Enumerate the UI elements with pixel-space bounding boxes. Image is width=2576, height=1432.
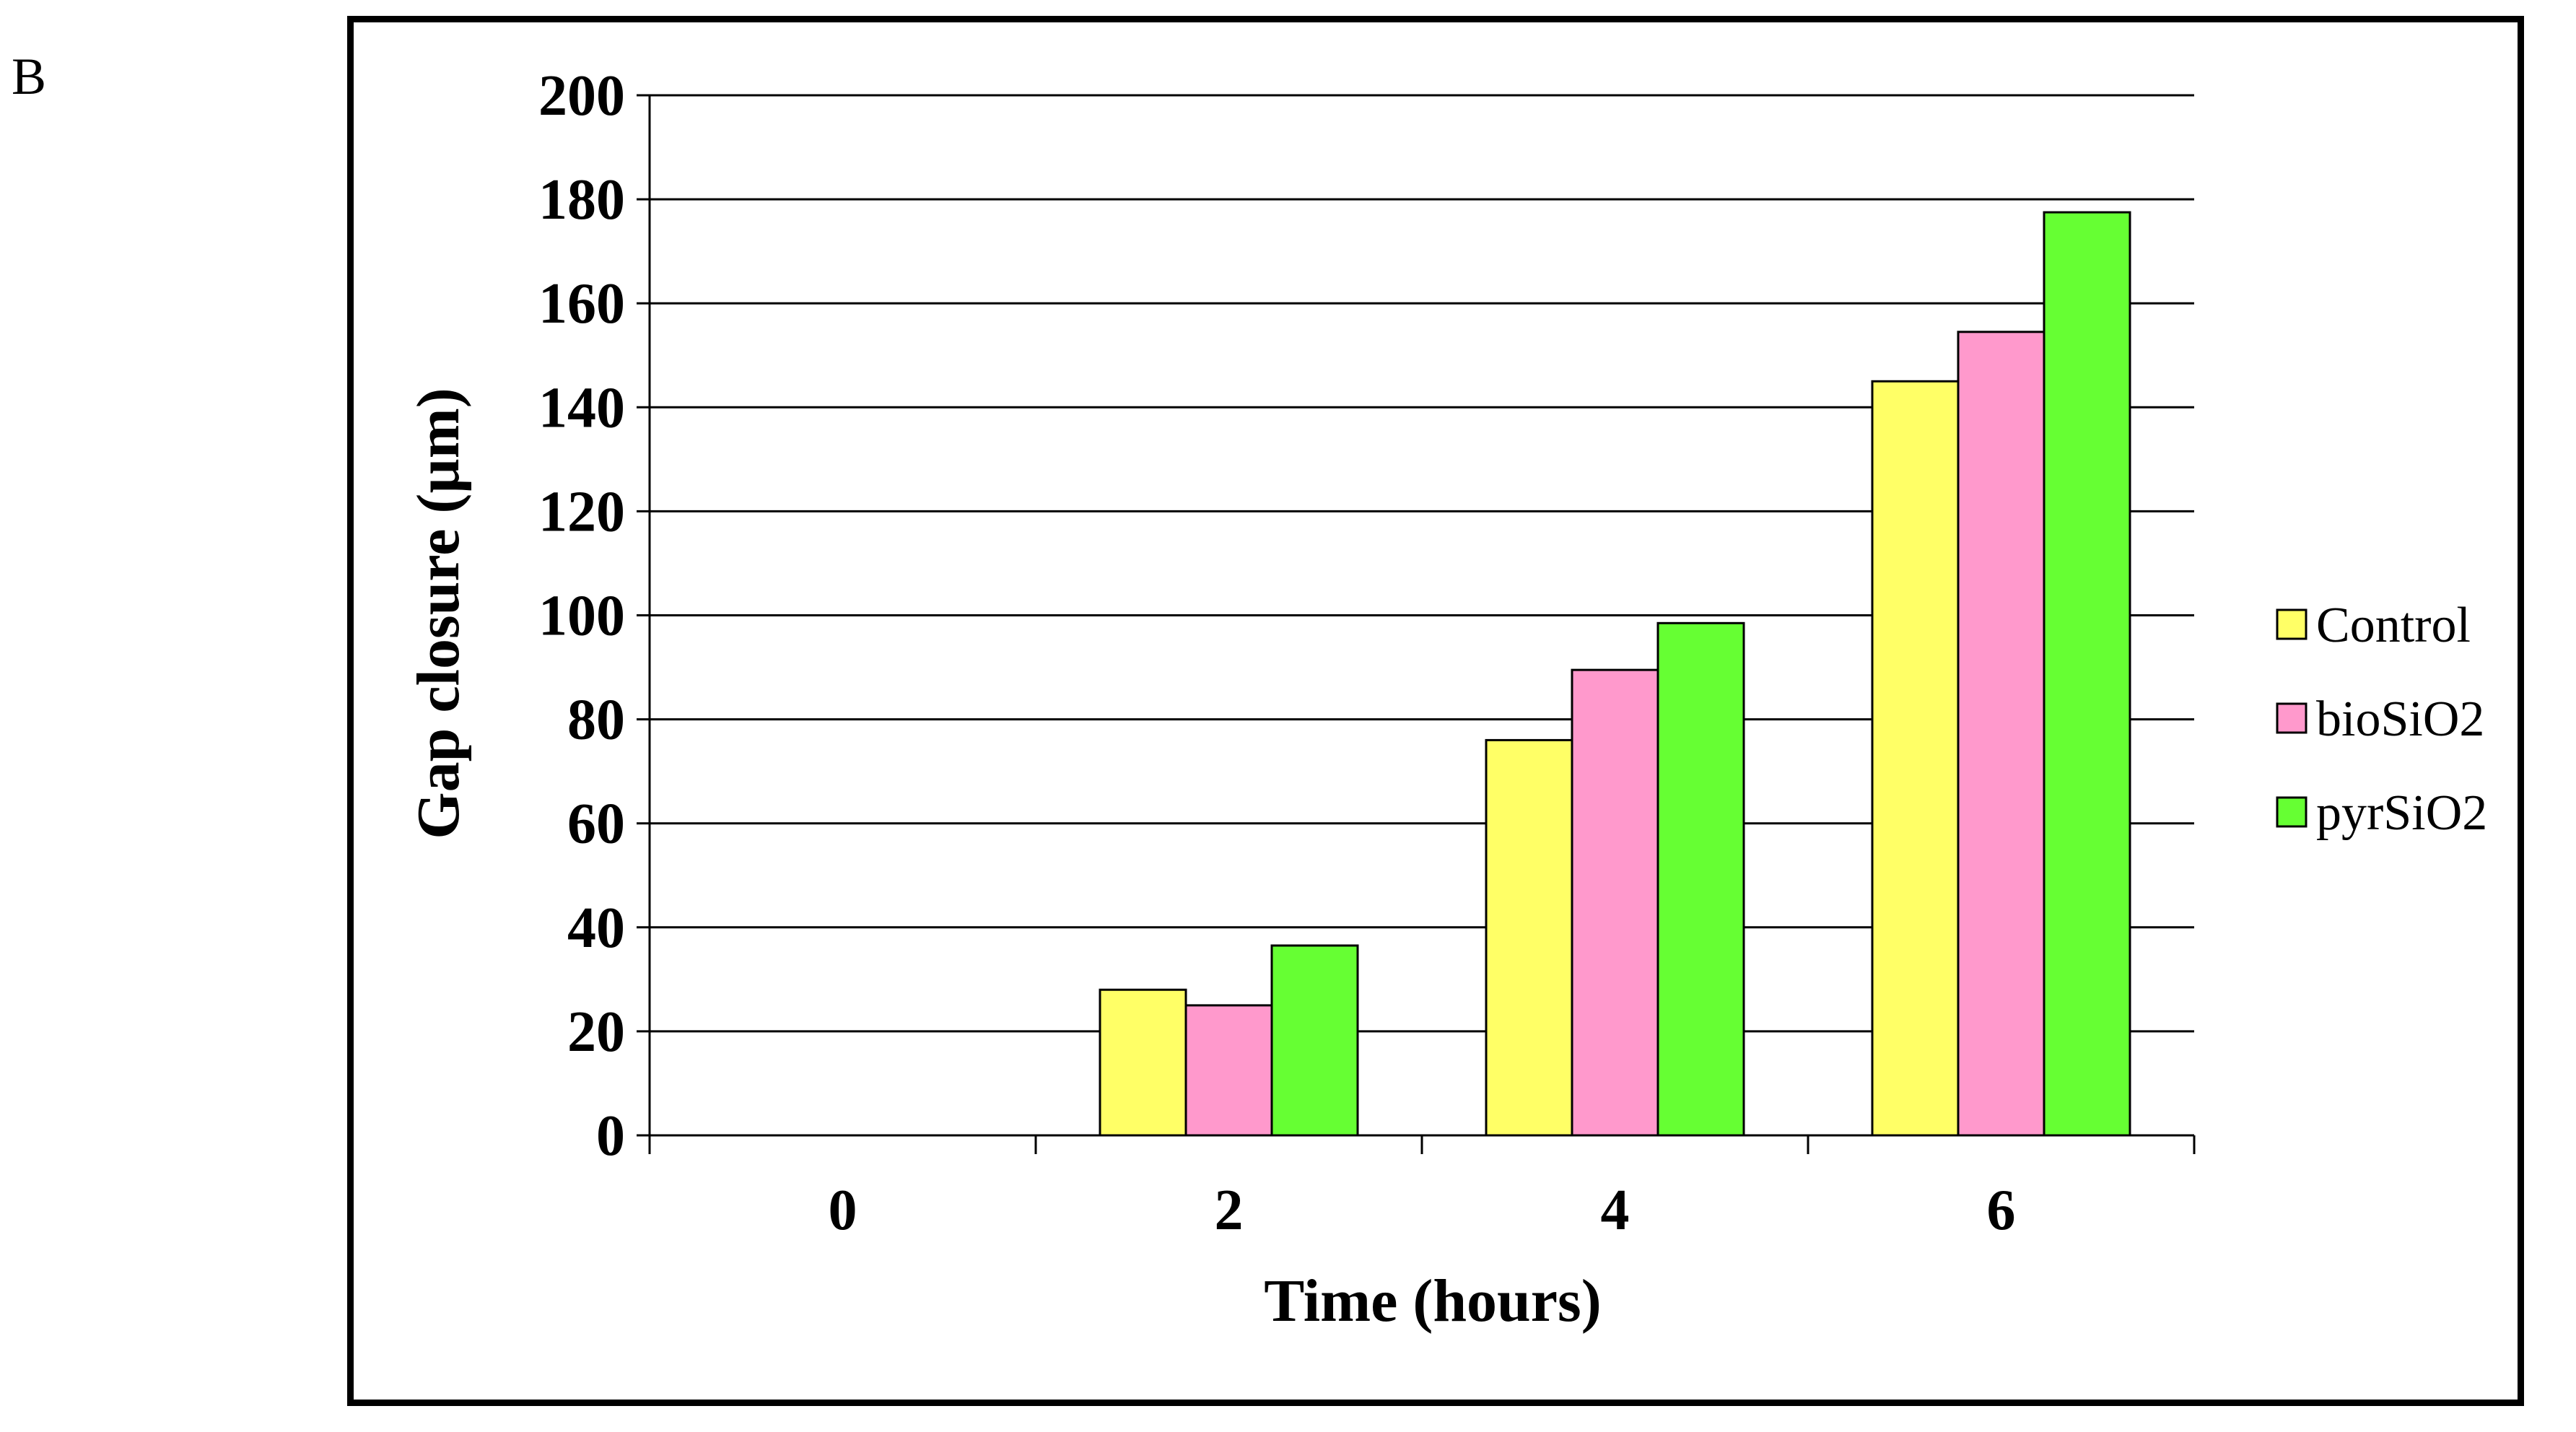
- y-tick-label-200: 200: [538, 64, 625, 128]
- bar-Control-4: [1485, 738, 1573, 1137]
- legend-label-pyrSiO2: pyrSiO2: [2316, 785, 2487, 841]
- y-tick-labels: 0 20 40 60 80 100 120 140 160 180 200: [538, 64, 625, 1168]
- x-tick-label-6: 6: [1987, 1179, 2016, 1242]
- bars: [1099, 211, 2131, 1137]
- y-tick-label-40: 40: [567, 896, 625, 960]
- y-tick-label-60: 60: [567, 793, 625, 856]
- y-tick-label-100: 100: [538, 585, 625, 648]
- legend-swatch-pyrSiO2: [2276, 796, 2308, 828]
- bar-pyrSiO2-4: [1656, 621, 1745, 1137]
- y-tick-label-20: 20: [567, 1000, 625, 1064]
- legend-swatch-Control: [2276, 608, 2308, 640]
- bar-pyrSiO2-6: [2043, 211, 2131, 1137]
- y-tick-label-180: 180: [538, 168, 625, 232]
- bar-pyrSiO2-2: [1270, 944, 1359, 1137]
- y-tick-label-120: 120: [538, 480, 625, 543]
- legend-label-Control: Control: [2316, 598, 2471, 653]
- x-axis-title: Time (hours): [1264, 1267, 1601, 1335]
- y-tick-label-0: 0: [596, 1104, 625, 1168]
- legend: Control bioSiO2 pyrSiO2: [2276, 598, 2487, 841]
- panel-label: B: [12, 48, 47, 105]
- bar-bioSiO2-6: [1957, 331, 2045, 1137]
- axes: [637, 94, 2196, 1154]
- x-tick-label-0: 0: [829, 1179, 857, 1242]
- bar-bioSiO2-2: [1184, 1004, 1273, 1137]
- x-tick-labels: 0 2 4 6: [829, 1179, 2016, 1242]
- y-tick-label-80: 80: [567, 689, 625, 752]
- legend-label-bioSiO2: bioSiO2: [2316, 691, 2484, 747]
- legend-swatch-bioSiO2: [2276, 702, 2308, 734]
- bar-bioSiO2-4: [1571, 668, 1659, 1137]
- bar-Control-2: [1099, 988, 1187, 1137]
- x-tick-label-2: 2: [1215, 1179, 1244, 1242]
- chart-frame: [347, 16, 2524, 1406]
- y-axis-title: Gap closure (µm): [405, 388, 472, 839]
- bar-Control-6: [1871, 380, 1960, 1137]
- y-tick-label-140: 140: [538, 376, 625, 440]
- x-tick-label-4: 4: [1601, 1179, 1630, 1242]
- y-tick-label-160: 160: [538, 272, 625, 336]
